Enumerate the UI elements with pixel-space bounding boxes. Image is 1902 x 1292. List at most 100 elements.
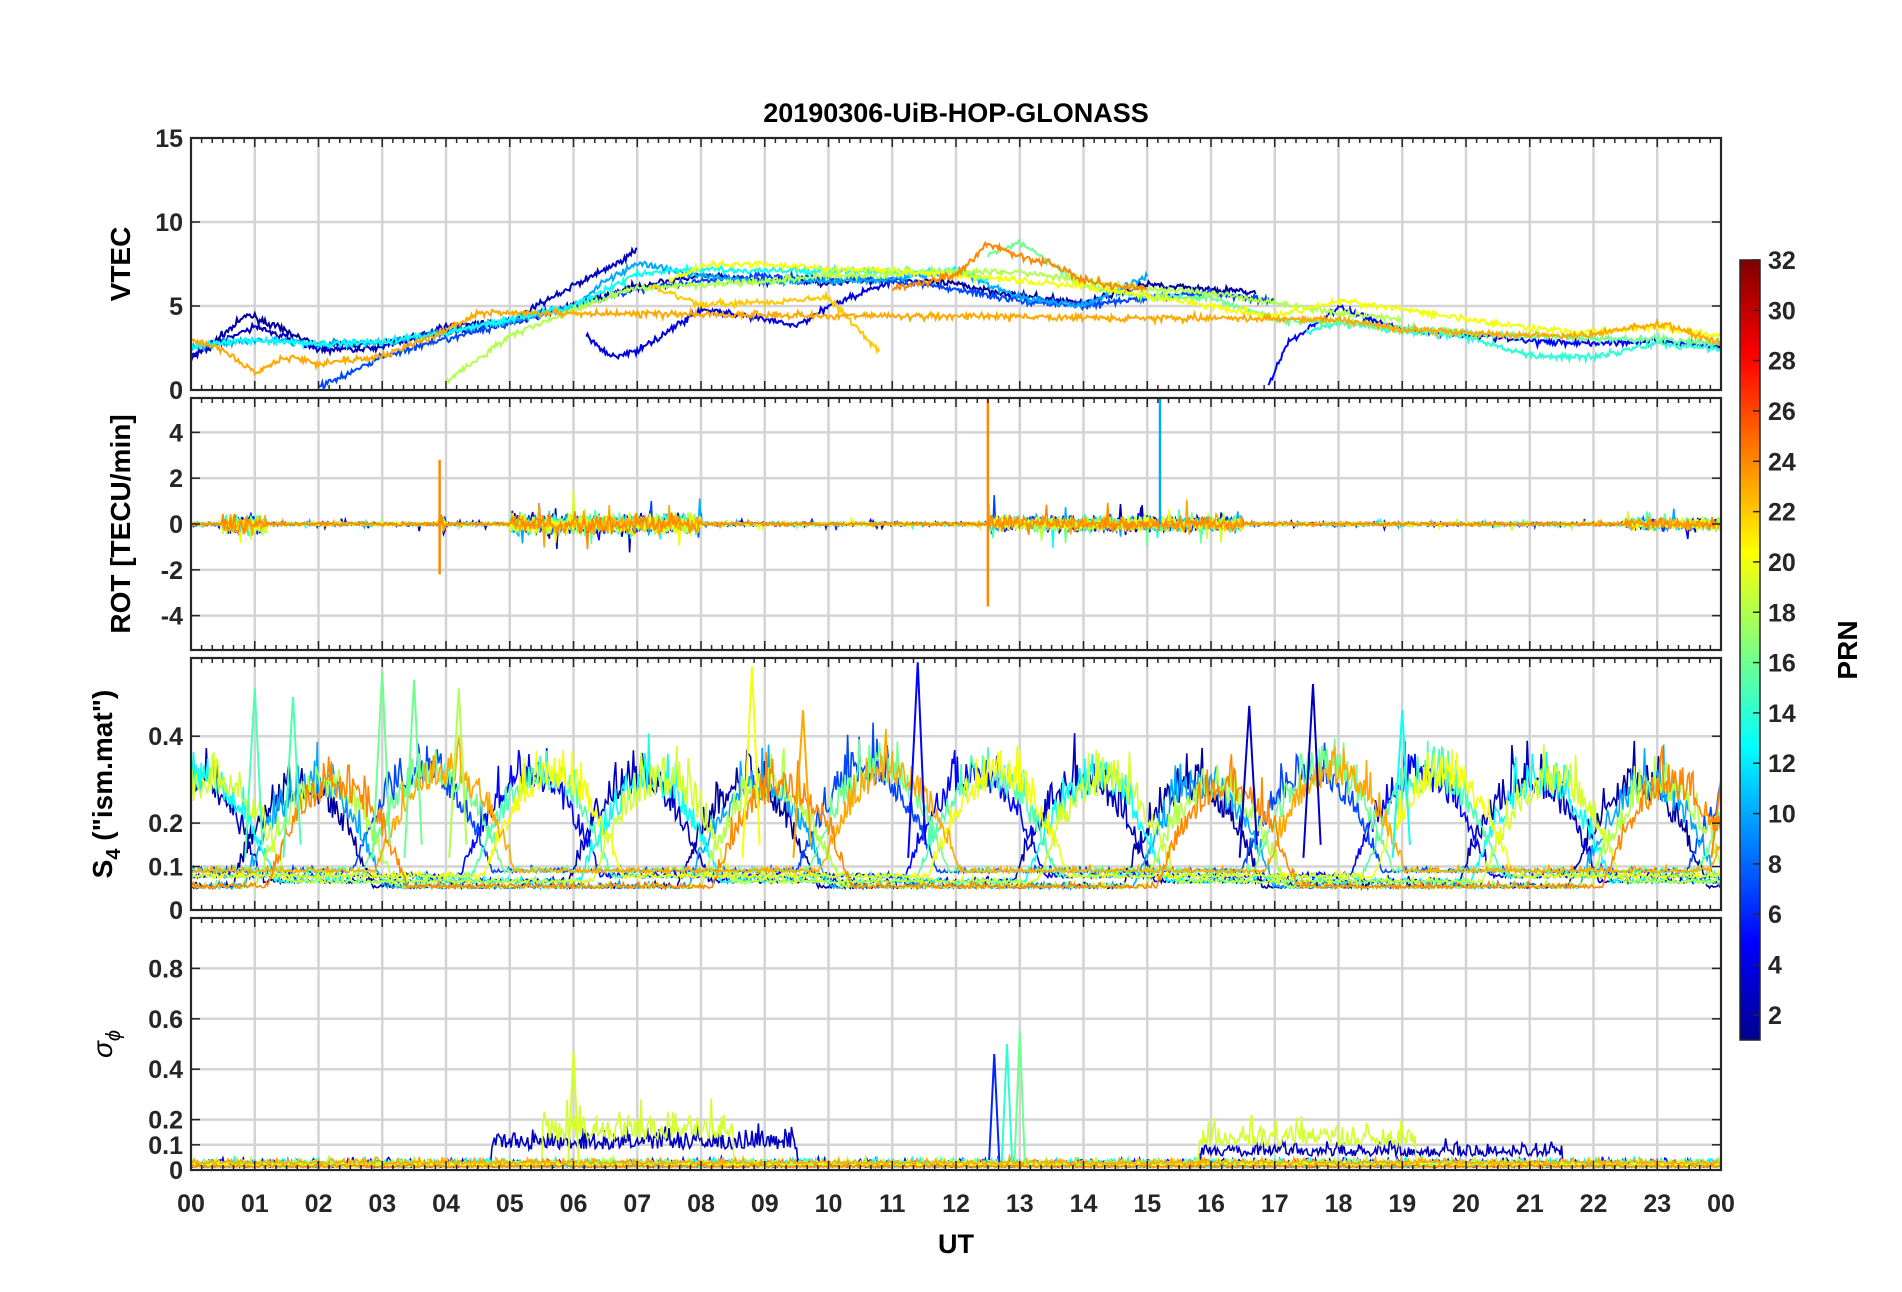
colorbar-tick-label: 18 — [1768, 599, 1796, 627]
sigma-peak — [988, 1054, 1001, 1163]
y-axis-label: VTEC — [105, 227, 136, 302]
x-tick-labels: 00 01 02 03 04 05 06 07 08 09 10 11 12 13 14 15 16 17 18 19… — [177, 1190, 1735, 1218]
colorbar-tick-label: 20 — [1768, 549, 1796, 577]
colorbar-tick-label: 6 — [1768, 901, 1782, 929]
x-tick-label: 08 — [687, 1190, 715, 1218]
x-tick-label: 05 — [496, 1190, 524, 1218]
x-ticks — [190, 138, 1722, 390]
series-group — [191, 398, 1721, 607]
x-tick-label: 15 — [1133, 1190, 1161, 1218]
sigma-peak — [1013, 1031, 1026, 1163]
y-axis-label: ROT [TECU/min] — [105, 414, 136, 633]
colorbar-tick-label: 16 — [1768, 650, 1796, 678]
series-prn-16 — [191, 738, 1721, 876]
y-tick-label: 10 — [155, 209, 183, 237]
series-prn-23 — [191, 306, 1721, 377]
y-tick-label: 0.2 — [148, 1107, 183, 1135]
series-prn-23 — [191, 728, 1721, 876]
x-tick-label: 17 — [1261, 1190, 1289, 1218]
s4-peak — [1238, 705, 1258, 858]
x-tick-label: 16 — [1197, 1190, 1225, 1218]
x-ticks — [190, 918, 1722, 1170]
s4-peak — [1710, 779, 1721, 858]
s4-peak — [1391, 710, 1411, 858]
y-tick-label: -2 — [161, 557, 183, 585]
colorbar-label: PRN — [1832, 620, 1863, 679]
s4-peak — [741, 666, 761, 858]
x-ticks — [190, 398, 1722, 650]
y-tick-label: 0.4 — [148, 723, 183, 751]
series-group — [191, 662, 1721, 892]
grid — [191, 138, 1721, 390]
series-prn-19 — [191, 744, 1721, 886]
x-tick-label: 23 — [1643, 1190, 1671, 1218]
colorbar-gradient — [1739, 259, 1761, 1041]
colorbar-tick-label: 2 — [1768, 1002, 1782, 1030]
x-tick-label: 03 — [368, 1190, 396, 1218]
y-tick-label: 15 — [155, 125, 183, 153]
y-tick-label: 0.1 — [148, 1132, 183, 1160]
colorbar-tick-label: 8 — [1768, 851, 1782, 879]
x-tick-label: 04 — [432, 1190, 460, 1218]
colorbar-tick-label: 24 — [1768, 448, 1796, 476]
colorbar-tick-label: 12 — [1768, 750, 1796, 778]
x-tick-label: 14 — [1070, 1190, 1098, 1218]
x-tick-label: 02 — [305, 1190, 333, 1218]
x-tick-label: 13 — [1006, 1190, 1034, 1218]
x-tick-label: 01 — [241, 1190, 269, 1218]
y-tick-label: 0 — [169, 377, 183, 405]
y-tick-label: 0.2 — [148, 810, 183, 838]
y-tick-label: 2 — [169, 465, 183, 493]
y-tick-label: 0 — [169, 511, 183, 539]
x-ticks — [190, 658, 1722, 910]
y-tick-labels: -4 -2 0 2 4 — [161, 419, 1721, 631]
s4-peak — [907, 662, 927, 858]
series-prn-20 — [191, 745, 1721, 881]
y-tick-label: 5 — [169, 293, 183, 321]
x-tick-label: 00 — [177, 1190, 205, 1218]
colorbar-tick-label: 10 — [1768, 801, 1796, 829]
s4-peak — [792, 710, 812, 858]
s4-peak — [403, 679, 423, 858]
grid — [191, 918, 1721, 1170]
y-tick-label: 4 — [169, 419, 183, 447]
y-tick-label: 0.6 — [148, 1006, 183, 1034]
series-prn-13 — [191, 733, 1721, 886]
s4-peak — [244, 688, 264, 858]
x-axis-label: UT — [938, 1229, 974, 1259]
sigma-peak — [1000, 1043, 1014, 1163]
colorbar-tick-label: 28 — [1768, 348, 1796, 376]
x-tick-label: 22 — [1580, 1190, 1608, 1218]
x-tick-label: 06 — [560, 1190, 588, 1218]
series-prn-13 — [191, 262, 989, 351]
s4-peak — [371, 670, 391, 858]
colorbar-tick-label: 4 — [1768, 952, 1782, 980]
colorbar-tick-label: 14 — [1768, 700, 1796, 728]
x-tick-label: 21 — [1516, 1190, 1544, 1218]
colorbar-tick-label: 30 — [1768, 297, 1796, 325]
x-tick-label: 00 — [1707, 1190, 1735, 1218]
y-axis-label: σϕ — [87, 1030, 125, 1058]
colorbar-tick-label: 22 — [1768, 499, 1796, 527]
y-axis-label: S4 ("ism.mat") — [87, 690, 125, 879]
s4-peak — [282, 697, 302, 858]
series-prn-24 — [891, 240, 1148, 293]
x-tick-label: 10 — [815, 1190, 843, 1218]
y-tick-label: 0.1 — [148, 854, 183, 882]
series-group — [191, 238, 1721, 390]
y-tick-label: 0.8 — [148, 955, 183, 983]
y-tick-labels: 0 5 10 15 — [155, 125, 1721, 405]
x-tick-label: 18 — [1325, 1190, 1353, 1218]
chart-title: 20190306-UiB-HOP-GLONASS — [763, 98, 1149, 128]
series-prn-20 — [668, 259, 1721, 340]
y-tick-labels: 0 0.1 0.2 0.4 — [148, 723, 1721, 925]
x-tick-label: 19 — [1388, 1190, 1416, 1218]
y-tick-label: 0 — [169, 897, 183, 925]
panel-rot: -4 -2 0 2 4 ROT [TECU/min] — [105, 396, 1723, 652]
x-tick-label: 09 — [751, 1190, 779, 1218]
y-tick-label: 0 — [169, 1157, 183, 1185]
